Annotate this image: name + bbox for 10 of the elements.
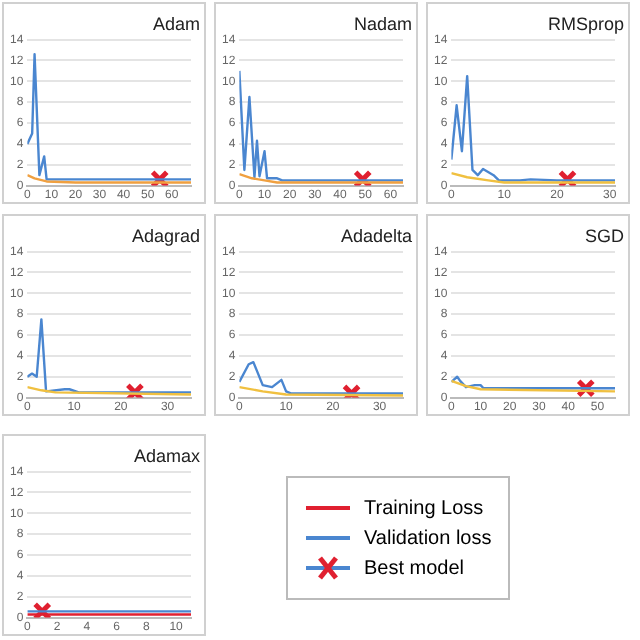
chart-title: RMSprop [547, 13, 624, 34]
legend-label: Validation loss [364, 527, 492, 549]
chart-title: Adam [152, 13, 200, 34]
legend-label: Best model [364, 557, 465, 579]
chart-title: Adadelta [340, 225, 412, 246]
legend-label: Training Loss [364, 497, 484, 519]
chart-title: Adamax [133, 445, 201, 466]
chart-title: Nadam [353, 13, 412, 34]
chart-title: SGD [584, 225, 625, 246]
chart-title: Adagrad [131, 225, 200, 246]
